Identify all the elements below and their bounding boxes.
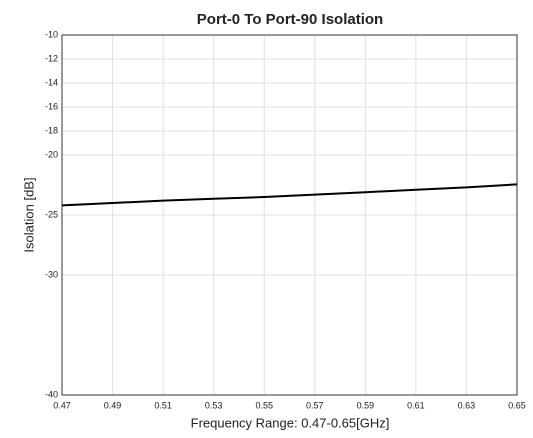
- data-line: [61, 183, 518, 207]
- chart-title: Port-0 To Port-90 Isolation: [197, 11, 383, 28]
- x-tick-label: 0.59: [357, 400, 375, 410]
- x-tick-label: 0.49: [104, 400, 122, 410]
- y-tick-label: -14: [45, 77, 58, 87]
- x-tick-label: 0.61: [407, 400, 425, 410]
- y-tick-label: -20: [45, 149, 58, 159]
- x-tick-label: 0.47: [53, 400, 71, 410]
- y-tick-label: -16: [45, 101, 58, 111]
- plot-frame: [61, 34, 518, 396]
- y-tick-label: -12: [45, 53, 58, 63]
- y-axis-label: Isolation [dB]: [21, 177, 36, 252]
- x-tick-label: 0.51: [154, 400, 172, 410]
- x-axis-label: Frequency Range: 0.47-0.65[GHz]: [191, 415, 390, 430]
- y-tick-label: -40: [45, 389, 58, 399]
- x-tick-label: 0.63: [458, 400, 476, 410]
- x-tick-label: 0.55: [255, 400, 273, 410]
- y-tick-label: -30: [45, 269, 58, 279]
- y-tick-label: -25: [45, 209, 58, 219]
- y-tick-label: -10: [45, 29, 58, 39]
- x-tick-label: 0.53: [205, 400, 223, 410]
- y-tick-label: -18: [45, 125, 58, 135]
- x-tick-label: 0.65: [508, 400, 526, 410]
- x-tick-label: 0.57: [306, 400, 324, 410]
